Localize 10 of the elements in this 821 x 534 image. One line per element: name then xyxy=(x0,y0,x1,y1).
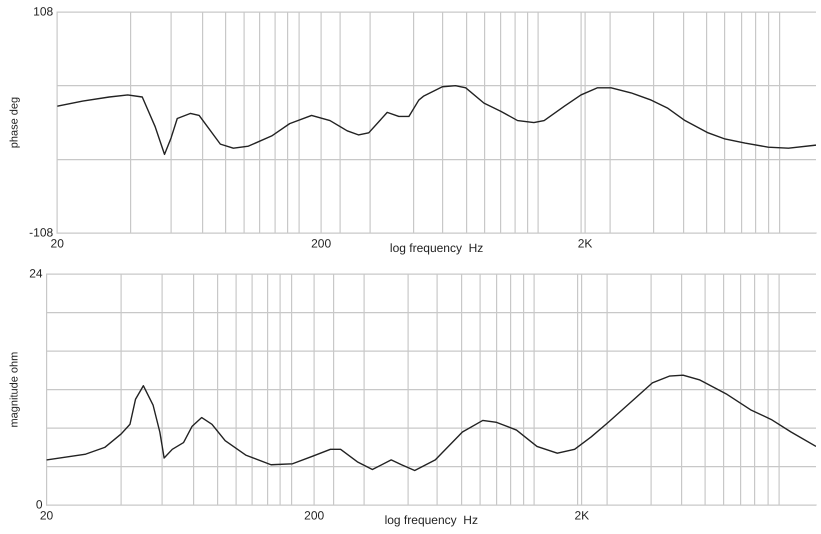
y-tick-label: 24 xyxy=(29,266,43,280)
x-tick-label: 200 xyxy=(304,508,325,523)
x-tick-label: 2K xyxy=(574,508,590,523)
y-axis-title: phase deg xyxy=(8,96,21,148)
x-axis-title: log frequency Hz xyxy=(390,241,484,256)
x-tick-label: 2K xyxy=(578,236,592,251)
x-tick-label: 200 xyxy=(311,236,332,251)
x-axis-title: log frequency Hz xyxy=(384,513,478,528)
y-tick-label: 108 xyxy=(33,4,54,18)
y-axis-title: magnitude ohm xyxy=(8,352,21,428)
